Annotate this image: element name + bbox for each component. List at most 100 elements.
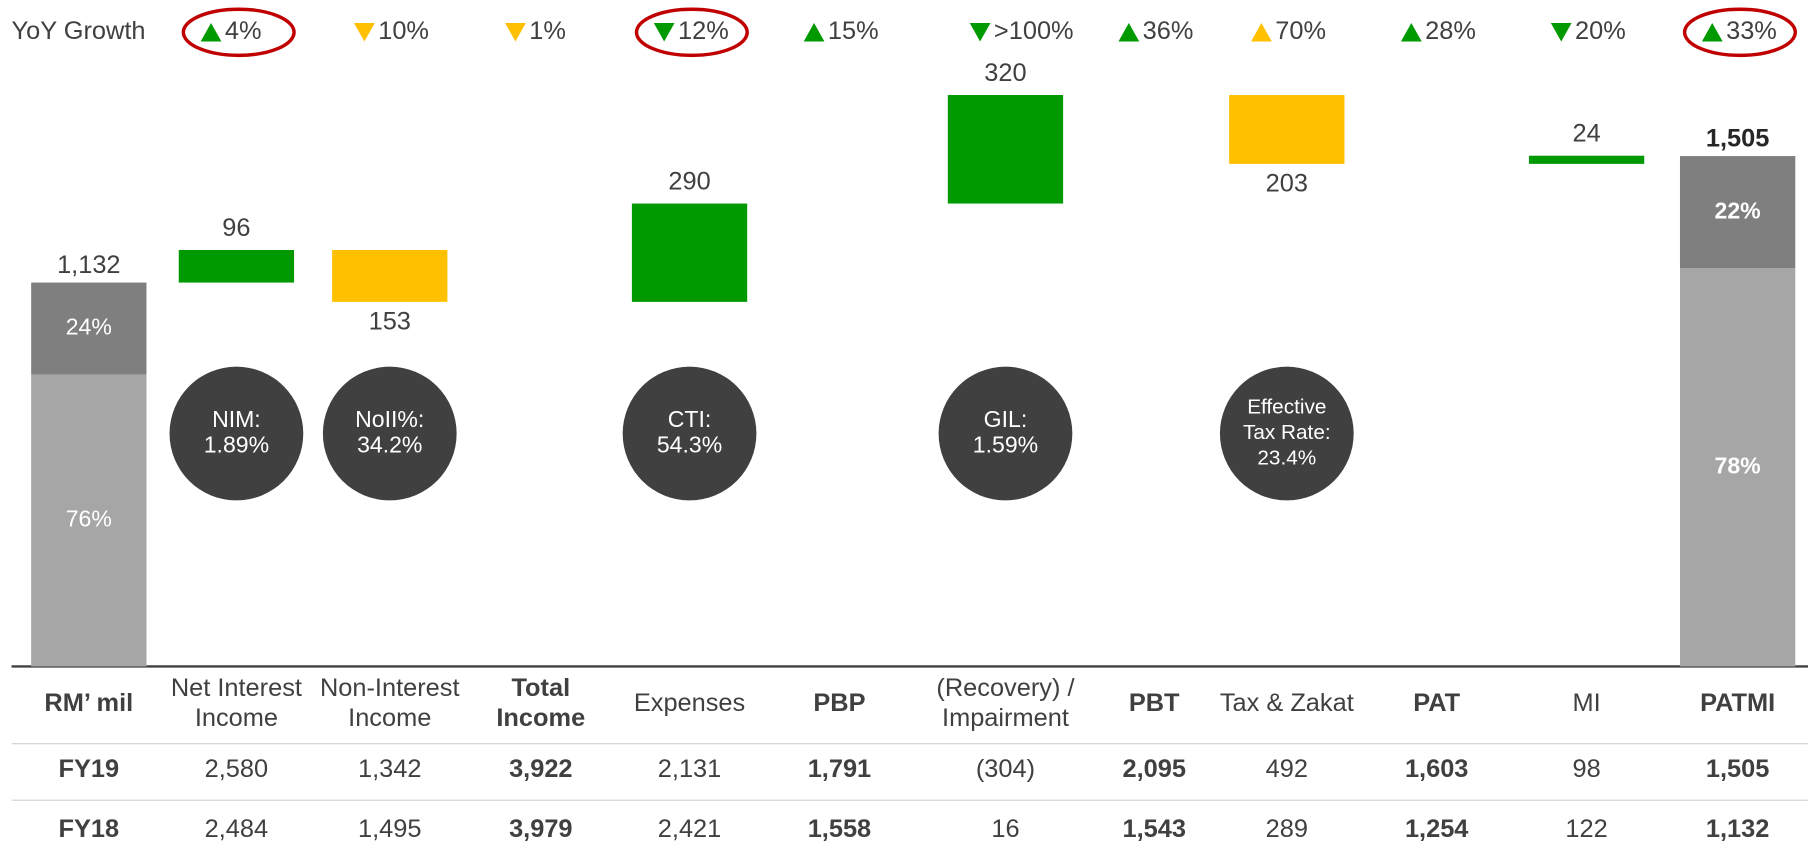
table-cell: (304): [976, 755, 1035, 783]
table-cell: 492: [1266, 755, 1308, 783]
value-label: 1,505: [1706, 125, 1769, 153]
column-header: Income: [496, 704, 585, 732]
table-cell: 122: [1565, 815, 1607, 843]
column-header: Net Interest: [171, 674, 302, 702]
ratio-text: Effective: [1247, 396, 1326, 419]
table-cell: FY18: [59, 815, 120, 843]
table-cell: 1,543: [1122, 815, 1185, 843]
ratio-text: CTI:: [668, 406, 712, 432]
column-header: MI: [1573, 689, 1601, 717]
column-header: RM’ mil: [44, 689, 133, 717]
column-header: Income: [195, 704, 278, 732]
yoy-highlight: [181, 7, 296, 58]
yoy-arrow: [653, 23, 675, 42]
ratio-badge: [169, 366, 304, 501]
yoy-value: 10%: [378, 17, 429, 45]
yoy-value: 1%: [529, 17, 566, 45]
total-segment: [1679, 156, 1796, 269]
ratio-text: 54.3%: [657, 431, 722, 457]
yoy-highlight: [634, 7, 749, 58]
ratio-text: 1.59%: [973, 431, 1038, 457]
yoy-value: 4%: [225, 17, 262, 45]
yoy-arrow: [803, 23, 825, 42]
yoy-arrow: [200, 23, 222, 42]
yoy-arrow: [1400, 23, 1422, 42]
total-segment: [31, 374, 147, 667]
value-label: 290: [668, 167, 710, 195]
ratio-text: NoII%:: [355, 406, 424, 432]
yoy-value: 70%: [1275, 17, 1326, 45]
column-header: PATMI: [1700, 689, 1775, 717]
table-cell: 2,131: [658, 755, 721, 783]
value-label: 96: [222, 214, 250, 242]
table-cell: 1,342: [358, 755, 421, 783]
bar-decrease: [1229, 95, 1345, 164]
yoy-arrow: [505, 23, 526, 42]
yoy-value: 15%: [828, 17, 879, 45]
table-cell: FY19: [59, 755, 120, 783]
total-segment: [31, 282, 147, 375]
table-cell: 16: [991, 815, 1019, 843]
segment-label: 24%: [66, 314, 112, 340]
yoy-value: 36%: [1143, 17, 1194, 45]
table-cell: 1,791: [808, 755, 871, 783]
yoy-label: YoY Growth: [12, 17, 146, 45]
ratio-badge: [1219, 366, 1354, 501]
yoy-value: 12%: [678, 17, 729, 45]
column-header: PAT: [1413, 689, 1460, 717]
table-cell: 3,922: [509, 755, 572, 783]
column-header: Expenses: [634, 689, 745, 717]
table-cell: 1,132: [1706, 815, 1769, 843]
yoy-arrow: [1118, 23, 1140, 42]
bar-increase: [1528, 155, 1645, 164]
column-header: PBT: [1129, 689, 1180, 717]
ratio-text: GIL:: [984, 406, 1028, 432]
yoy-arrow: [354, 23, 375, 42]
table-cell: 2,421: [658, 815, 721, 843]
column-header: Tax & Zakat: [1220, 689, 1354, 717]
ratio-text: 23.4%: [1257, 446, 1316, 469]
table-cell: 289: [1266, 815, 1308, 843]
value-label: 203: [1266, 169, 1308, 197]
value-label: 1,132: [57, 251, 120, 279]
segment-label: 76%: [66, 506, 112, 532]
yoy-arrow: [1701, 23, 1723, 42]
total-segment: [1679, 268, 1796, 667]
column-header: (Recovery) /: [936, 674, 1075, 702]
table-cell: 2,580: [205, 755, 268, 783]
table-cell: 2,484: [205, 815, 268, 843]
ratio-text: 34.2%: [357, 431, 422, 457]
column-header: Impairment: [942, 704, 1069, 732]
ratio-text: Tax Rate:: [1243, 421, 1331, 444]
table-cell: 1,254: [1405, 815, 1468, 843]
table-cell: 1,603: [1405, 755, 1468, 783]
ratio-badge: [622, 366, 757, 501]
value-label: 320: [984, 59, 1026, 87]
ratio-text: 1.89%: [204, 431, 269, 457]
column-header: Income: [348, 704, 431, 732]
yoy-arrow: [969, 23, 991, 42]
table-cell: 1,505: [1706, 755, 1769, 783]
yoy-value: 28%: [1425, 17, 1476, 45]
table-cell: 1,495: [358, 815, 421, 843]
yoy-arrow: [1550, 23, 1572, 42]
value-label: 153: [369, 307, 411, 335]
yoy-highlight: [1682, 7, 1798, 58]
ratio-badge: [938, 366, 1073, 501]
table-cell: 1,558: [808, 815, 871, 843]
bar-increase: [631, 203, 748, 302]
bar-increase: [178, 250, 295, 283]
ratio-text: NIM:: [212, 406, 261, 432]
yoy-value: 33%: [1726, 17, 1777, 45]
table-cell: 98: [1572, 755, 1600, 783]
column-header: Total: [511, 674, 570, 702]
segment-label: 22%: [1715, 197, 1761, 223]
table-cell: 2,095: [1122, 755, 1185, 783]
yoy-arrow: [1251, 23, 1272, 42]
segment-label: 78%: [1715, 452, 1761, 478]
ratio-badge: [322, 366, 457, 501]
yoy-value: 20%: [1575, 17, 1626, 45]
yoy-value: >100%: [994, 17, 1074, 45]
bar-decrease: [332, 250, 448, 302]
